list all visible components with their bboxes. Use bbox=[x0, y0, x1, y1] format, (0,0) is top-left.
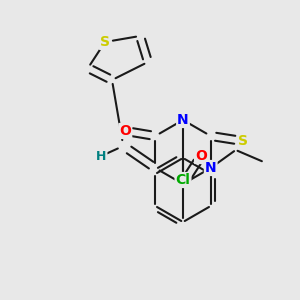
Text: H: H bbox=[96, 149, 106, 163]
Text: O: O bbox=[195, 149, 207, 163]
Text: N: N bbox=[205, 161, 217, 175]
Text: O: O bbox=[119, 124, 131, 138]
Text: N: N bbox=[177, 113, 189, 127]
Text: Cl: Cl bbox=[176, 173, 190, 187]
Text: S: S bbox=[100, 35, 110, 49]
Text: S: S bbox=[238, 134, 248, 148]
